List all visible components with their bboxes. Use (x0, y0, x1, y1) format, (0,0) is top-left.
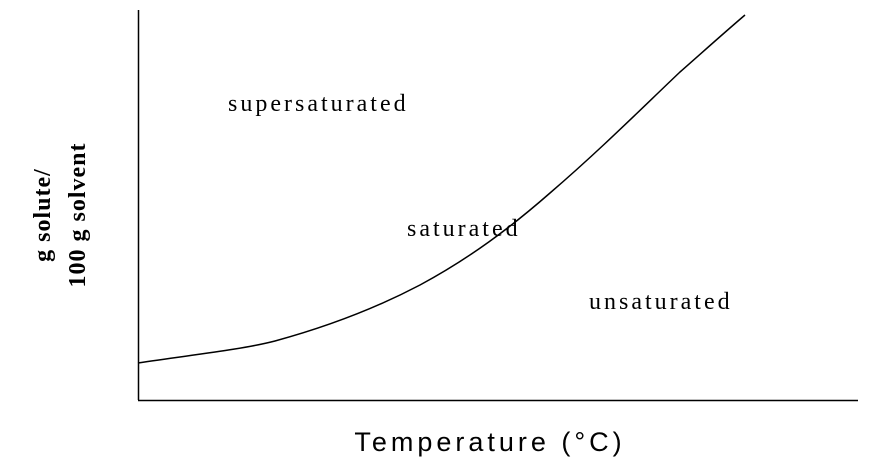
x-axis-label: Temperature (°C) (354, 427, 625, 457)
region-label: supersaturated (228, 91, 409, 117)
y-axis-label: g solute/ 100 g solvent (30, 143, 91, 288)
y-axis-label-line: g solute/ (30, 168, 56, 262)
region-label: saturated (407, 216, 521, 242)
region-label: unsaturated (589, 289, 733, 315)
solubility-curve (137, 14, 746, 364)
y-axis-label-line: 100 g solvent (65, 143, 91, 288)
